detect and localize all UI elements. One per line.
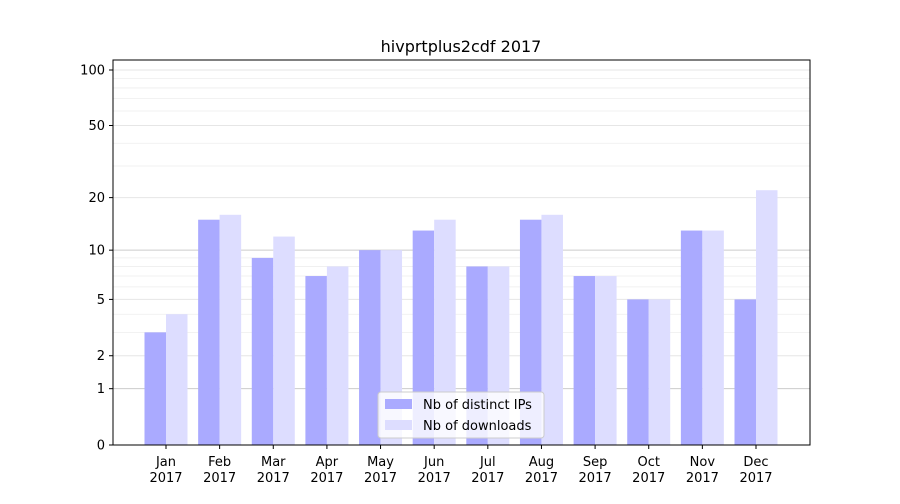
bar-downloads [648,299,671,445]
x-tick-label: Dec 2017 [739,455,772,486]
chart-title: hivprtplus2cdf 2017 [381,37,542,56]
y-tick-label: 10 [88,244,105,259]
y-axis-ticks: 0 1 2 5 10 20 50 100 [80,63,113,454]
x-tick-label: Feb 2017 [203,455,236,486]
bar-downloads [541,214,563,445]
y-tick-label: 20 [88,191,105,206]
bar-distinct-ips [198,219,220,445]
x-tick-label: Jun 2017 [418,455,451,486]
x-tick-label: Nov 2017 [686,455,719,486]
bar-downloads [166,314,188,445]
x-tick-label: Apr 2017 [310,455,343,486]
bar-downloads [595,276,617,445]
legend-swatch [385,399,412,409]
bar-distinct-ips [251,257,274,445]
bar-distinct-ips [519,219,542,445]
y-tick-label: 50 [88,119,105,134]
x-axis-ticks: Jan 2017 Feb 2017 Mar 2017 Apr 2017 May 2017 Jun 20… [149,445,773,486]
bar-distinct-ips [144,332,166,445]
legend-label: Nb of downloads [423,419,532,434]
bar-distinct-ips [305,276,327,445]
x-tick-label: Oct 2017 [632,455,665,486]
bar-distinct-ips [680,230,703,445]
plot-frame [112,59,811,446]
y-tick-label: 5 [97,293,105,308]
legend: Nb of distinct IPs Nb of downloads [377,391,545,439]
bar-downloads [326,266,349,445]
bar-downloads [702,230,724,445]
bar-distinct-ips [359,250,381,445]
x-tick-label: May 2017 [364,455,397,486]
x-tick-label: Jul 2017 [471,455,504,486]
y-tick-label: 1 [97,382,105,397]
x-tick-label: Aug 2017 [525,455,558,486]
bar-distinct-ips [573,276,596,445]
x-tick-label: Jan 2017 [149,455,182,486]
bar-distinct-ips [412,230,435,445]
bar-distinct-ips [734,299,756,445]
x-tick-label: Sep 2017 [579,455,612,486]
bar-downloads [434,219,456,445]
y-tick-label: 100 [80,63,105,78]
legend-box [377,391,545,439]
bars [144,190,778,445]
y-tick-label: 0 [97,439,105,454]
legend-swatch [385,420,412,430]
y-tick-label: 2 [97,349,105,364]
bar-distinct-ips [627,299,649,445]
bar-downloads [219,214,242,445]
x-tick-label: Mar 2017 [257,455,290,486]
bar-downloads [273,236,295,445]
bar-downloads [756,190,778,445]
legend-label: Nb of distinct IPs [423,398,532,413]
